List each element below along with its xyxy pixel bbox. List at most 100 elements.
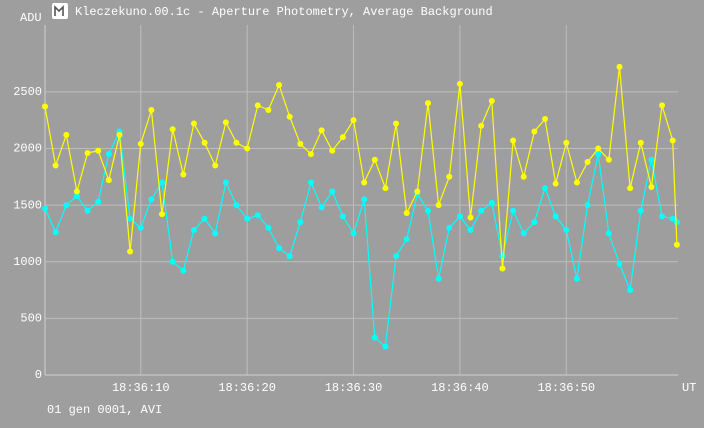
app-icon-glyph [54, 5, 64, 16]
data-point [297, 140, 304, 147]
data-point [573, 275, 580, 282]
data-point [42, 103, 48, 110]
data-point [446, 173, 453, 180]
title-bar: Kleczekuno.00.1c - Aperture Photometry, … [52, 3, 493, 19]
data-point [673, 241, 680, 248]
data-point [276, 82, 283, 89]
data-point [595, 145, 602, 152]
data-point [584, 159, 591, 166]
data-point [669, 215, 676, 222]
data-point [95, 147, 102, 154]
data-point [63, 131, 70, 138]
data-point [648, 183, 655, 190]
data-point [393, 253, 400, 260]
data-point [286, 113, 293, 120]
footer: 01 gen 0001, AVI [47, 403, 162, 417]
data-point [201, 215, 208, 222]
data-point [552, 213, 559, 220]
data-point [467, 227, 474, 234]
data-point [318, 127, 325, 134]
data-point [371, 334, 378, 341]
x-axis-label: UT [682, 381, 696, 395]
data-point [297, 219, 304, 226]
data-point [244, 145, 251, 152]
data-point [488, 97, 495, 104]
series-line [44, 66, 678, 269]
data-point [595, 151, 602, 158]
data-point [382, 185, 389, 192]
data-point [212, 162, 219, 169]
data-point [510, 207, 517, 214]
data-point [244, 215, 251, 222]
data-point [520, 173, 527, 180]
data-point [499, 265, 506, 272]
y-tick-label: 2000 [13, 142, 42, 156]
data-point [478, 207, 485, 214]
data-point [201, 139, 208, 146]
data-point [350, 117, 357, 124]
data-point [648, 156, 655, 163]
data-point [233, 139, 240, 146]
data-point [180, 267, 187, 274]
window-title: Kleczekuno.00.1c - Aperture Photometry, … [75, 5, 493, 19]
data-point [499, 253, 506, 260]
data-point [265, 224, 272, 231]
data-point [137, 224, 144, 231]
data-point [42, 205, 48, 212]
data-point [637, 139, 644, 146]
data-point [127, 248, 134, 255]
data-point [563, 139, 570, 146]
data-point [212, 230, 219, 237]
x-tick-label: 18:36:40 [431, 381, 489, 395]
data-point [265, 106, 272, 113]
data-point [446, 224, 453, 231]
data-point [563, 227, 570, 234]
data-point [105, 177, 112, 184]
data-point [627, 185, 634, 192]
data-point [159, 179, 166, 186]
data-point [403, 236, 410, 243]
data-point [339, 213, 346, 220]
data-point [478, 122, 485, 129]
data-point [137, 140, 144, 147]
y-tick-label: 2500 [13, 85, 42, 99]
data-point [339, 134, 346, 141]
data-point [73, 188, 80, 195]
data-point [382, 343, 389, 350]
data-point [95, 198, 102, 205]
data-point [424, 100, 431, 107]
data-point [414, 188, 421, 195]
series [42, 128, 680, 350]
data-point [435, 202, 442, 209]
data-point [84, 149, 91, 156]
y-tick-label: 1500 [13, 198, 42, 212]
data-point [520, 230, 527, 237]
data-point [254, 212, 261, 219]
data-point [488, 199, 495, 206]
data-point [403, 210, 410, 217]
data-point [616, 63, 623, 70]
data-point [318, 204, 325, 211]
data-point [669, 137, 676, 144]
data-point [361, 179, 368, 186]
data-point [616, 260, 623, 267]
y-tick-label: 0 [35, 368, 42, 382]
data-point [456, 213, 463, 220]
data-point [307, 179, 314, 186]
data-point [52, 162, 59, 169]
series [42, 63, 680, 272]
data-point [73, 193, 80, 200]
data-point [254, 102, 261, 109]
data-point [159, 211, 166, 218]
data-point [63, 202, 70, 209]
data-point [127, 215, 134, 222]
data-point [361, 196, 368, 203]
data-point [329, 147, 336, 154]
y-tick-label: 500 [20, 312, 42, 326]
data-point [552, 180, 559, 187]
data-point [637, 207, 644, 214]
x-tick-label: 18:36:20 [218, 381, 276, 395]
data-point [659, 102, 666, 109]
